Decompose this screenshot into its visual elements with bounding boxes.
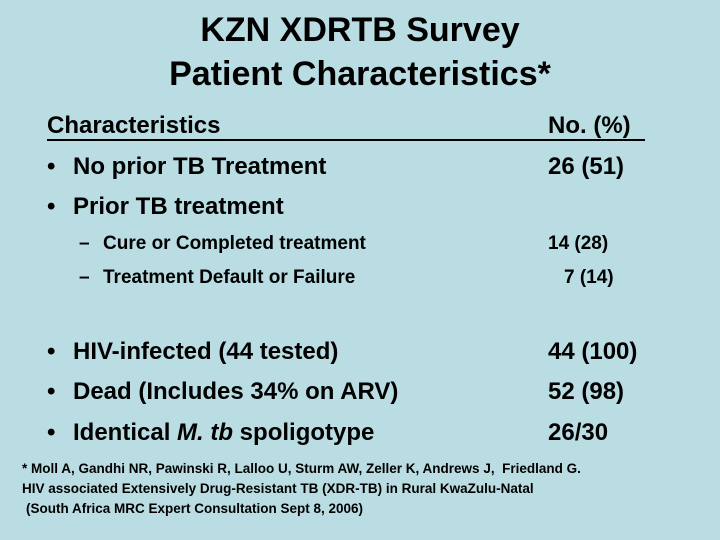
- footnote-line-3: (South Africa MRC Expert Consultation Se…: [26, 501, 364, 516]
- header-underline: [47, 139, 645, 141]
- row-label: Dead (Includes 34% on ARV): [73, 378, 399, 405]
- row-no-prior-treatment: • No prior TB Treatment: [47, 153, 326, 181]
- title-line-2: Patient Characteristics*: [169, 55, 551, 93]
- row-value: 26 (51): [548, 153, 625, 180]
- subrow-default-failure: – Treatment Default or Failure: [79, 267, 355, 289]
- footnote: * Moll A, Gandhi NR, Pawinski R, Lalloo …: [22, 459, 581, 519]
- row-hiv-infected: • HIV-infected (44 tested): [47, 338, 338, 366]
- row-dead: • Dead (Includes 34% on ARV): [47, 378, 398, 406]
- footnote-line-1: * Moll A, Gandhi NR, Pawinski R, Lalloo …: [22, 461, 581, 476]
- title-line-1: KZN XDRTB Survey: [200, 11, 520, 49]
- row-value: 44 (100): [548, 338, 638, 365]
- column-header-value: No. (%): [548, 112, 631, 139]
- row-label-suffix: spoligotype: [233, 419, 375, 446]
- dash-icon: –: [79, 267, 90, 288]
- column-header-characteristics: Characteristics: [47, 112, 221, 139]
- bullet-icon: •: [47, 338, 56, 365]
- row-label: HIV-infected (44 tested): [73, 338, 339, 365]
- row-label: Treatment Default or Failure: [103, 267, 356, 288]
- row-spoligotype: • Identical M. tb spoligotype: [47, 419, 374, 447]
- row-prior-treatment: • Prior TB treatment: [47, 193, 284, 221]
- bullet-icon: •: [47, 378, 56, 405]
- row-value: 26/30: [548, 419, 609, 446]
- row-value: 7 (14): [564, 267, 614, 288]
- bullet-icon: •: [47, 419, 56, 446]
- row-value: 14 (28): [548, 233, 609, 254]
- footnote-line-2: HIV associated Extensively Drug-Resistan…: [22, 481, 534, 496]
- dash-icon: –: [79, 233, 90, 254]
- bullet-icon: •: [47, 153, 56, 180]
- row-label-prefix: Identical: [73, 419, 178, 446]
- bullet-icon: •: [47, 193, 56, 220]
- row-label: No prior TB Treatment: [73, 153, 327, 180]
- row-value: 52 (98): [548, 378, 625, 405]
- row-label: Cure or Completed treatment: [103, 233, 366, 254]
- row-label-italic: M. tb: [177, 419, 234, 446]
- row-label: Prior TB treatment: [73, 193, 284, 220]
- subrow-cure-completed: – Cure or Completed treatment: [79, 233, 366, 255]
- slide-title: KZN XDRTB Survey Patient Characteristics…: [0, 8, 720, 96]
